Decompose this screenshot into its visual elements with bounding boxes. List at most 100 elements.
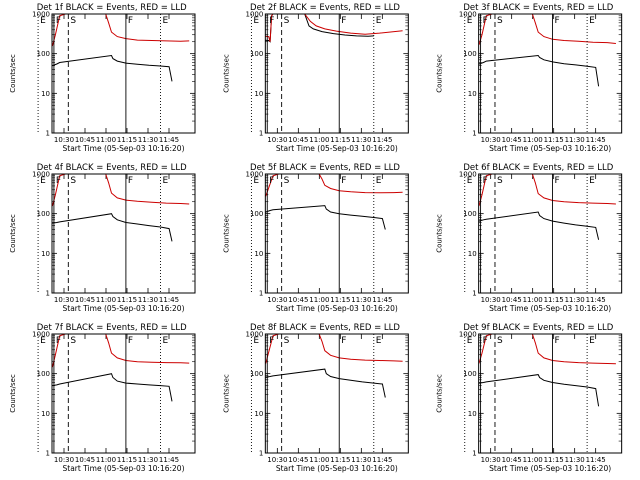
panel-title: Det 9f BLACK = Events, RED = LLD: [463, 323, 613, 333]
events-series-line: [265, 14, 374, 43]
y-tick-label: 10: [41, 250, 50, 258]
y-axis-label: Counts/sec: [222, 54, 230, 93]
y-tick-label: 1: [46, 290, 50, 298]
x-axis-label: Start Time (05-Sep-03 10:16:20): [63, 464, 185, 473]
x-axis-label: Start Time (05-Sep-03 10:16:20): [276, 144, 398, 153]
x-tick-label: 11:15: [117, 456, 137, 464]
x-tick-label: 11:45: [159, 136, 179, 144]
x-tick-label: 11:15: [117, 296, 137, 304]
region-marker-label: E: [467, 336, 473, 346]
x-tick-label: 11:00: [309, 136, 329, 144]
detector-panel: Det 6f BLACK = Events, RED = LLD Counts/s…: [436, 163, 623, 313]
lld-series-line: [265, 14, 403, 42]
region-marker-label: F: [555, 16, 560, 26]
region-marker-label: F: [128, 16, 133, 26]
x-tick-label: 10:30: [481, 296, 501, 304]
x-tick-label: 11:15: [544, 456, 564, 464]
y-tick-label: 1000: [246, 331, 264, 339]
y-axis-label: Counts/sec: [9, 214, 17, 253]
y-tick-label: 100: [463, 370, 476, 378]
plot-frame: [478, 333, 623, 454]
lld-series-line: [478, 334, 616, 365]
region-marker-label: E: [253, 336, 259, 346]
region-marker-label: F: [128, 176, 133, 186]
x-tick-label: 11:00: [523, 296, 543, 304]
panel-title: Det 4f BLACK = Events, RED = LLD: [37, 163, 187, 173]
y-tick-label: 1000: [459, 11, 477, 19]
lld-series-line: [52, 14, 190, 47]
y-tick-label: 1000: [246, 11, 264, 19]
y-axis-label: Counts/sec: [436, 54, 444, 93]
plot-frame: [51, 333, 196, 454]
x-axis-label: Start Time (05-Sep-03 10:16:20): [63, 304, 185, 313]
plot-frame: [478, 13, 623, 134]
region-marker-label: F: [269, 336, 274, 346]
region-marker-label: E: [376, 16, 382, 26]
x-tick-label: 11:45: [586, 296, 606, 304]
y-tick-label: 1: [472, 450, 476, 458]
y-tick-label: 10: [254, 410, 263, 418]
x-tick-label: 11:30: [565, 136, 585, 144]
region-marker-label: S: [497, 336, 503, 346]
x-tick-label: 10:45: [502, 136, 522, 144]
y-axis-label: Counts/sec: [436, 374, 444, 413]
events-series-line: [52, 54, 173, 82]
lld-series-line: [265, 334, 403, 364]
detector-panel: Det 2f BLACK = Events, RED = LLD Counts/s…: [222, 3, 409, 153]
region-marker-label: E: [162, 16, 168, 26]
region-marker-label: F: [341, 16, 346, 26]
detector-panel: Det 1f BLACK = Events, RED = LLD Counts/s…: [9, 3, 196, 153]
panel-title: Det 6f BLACK = Events, RED = LLD: [463, 163, 613, 173]
y-tick-label: 100: [37, 210, 50, 218]
detector-panel: Det 8f BLACK = Events, RED = LLD Counts/s…: [222, 323, 409, 473]
y-tick-label: 1: [472, 290, 476, 298]
events-series-line: [265, 368, 386, 398]
region-marker-label: F: [56, 176, 61, 186]
y-tick-label: 1: [259, 450, 263, 458]
events-series-line: [265, 205, 386, 230]
x-tick-label: 11:45: [372, 296, 392, 304]
region-marker-label: E: [589, 16, 595, 26]
region-marker-label: F: [555, 176, 560, 186]
x-tick-label: 11:30: [138, 456, 158, 464]
x-tick-label: 11:15: [330, 136, 350, 144]
detector-panel: Det 3f BLACK = Events, RED = LLD Counts/s…: [436, 3, 623, 153]
y-tick-label: 100: [37, 370, 50, 378]
y-tick-label: 100: [37, 50, 50, 58]
region-marker-label: S: [70, 336, 76, 346]
x-tick-label: 10:30: [54, 296, 74, 304]
panel-title: Det 7f BLACK = Events, RED = LLD: [37, 323, 187, 333]
region-marker-label: F: [269, 176, 274, 186]
panel-title: Det 1f BLACK = Events, RED = LLD: [37, 3, 187, 13]
y-tick-label: 1000: [459, 171, 477, 179]
x-tick-label: 11:30: [351, 296, 371, 304]
x-tick-label: 11:00: [96, 456, 116, 464]
x-tick-label: 11:00: [96, 296, 116, 304]
region-marker-label: S: [70, 176, 76, 186]
region-marker-label: F: [56, 336, 61, 346]
y-axis-label: Counts/sec: [436, 214, 444, 253]
y-tick-label: 1000: [32, 331, 50, 339]
region-marker-label: S: [284, 16, 290, 26]
x-tick-label: 11:15: [117, 136, 137, 144]
y-tick-label: 100: [463, 210, 476, 218]
x-tick-label: 10:45: [75, 136, 95, 144]
x-tick-label: 11:30: [565, 456, 585, 464]
plot-frame: [264, 333, 409, 454]
region-marker-label: E: [589, 176, 595, 186]
x-tick-label: 11:15: [330, 296, 350, 304]
plot-frame: [264, 173, 409, 294]
x-tick-label: 11:15: [544, 136, 564, 144]
x-tick-label: 10:45: [75, 296, 95, 304]
panel-title: Det 2f BLACK = Events, RED = LLD: [250, 3, 400, 13]
y-tick-label: 1000: [246, 171, 264, 179]
x-tick-label: 10:30: [267, 456, 287, 464]
region-marker-label: S: [284, 176, 290, 186]
x-axis-label: Start Time (05-Sep-03 10:16:20): [276, 304, 398, 313]
y-tick-label: 1: [259, 130, 263, 138]
y-tick-label: 10: [41, 410, 50, 418]
region-marker-label: S: [284, 336, 290, 346]
region-marker-label: E: [376, 176, 382, 186]
lld-series-line: [265, 174, 403, 197]
